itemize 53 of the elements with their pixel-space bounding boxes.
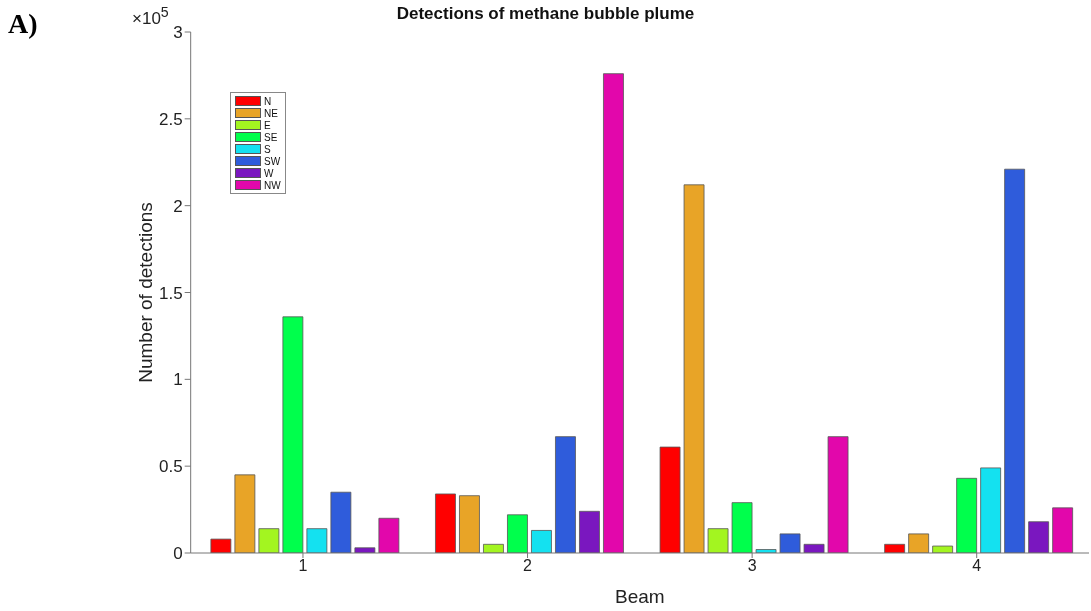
- y-tick-label: 3: [173, 23, 183, 43]
- bar: [531, 530, 552, 553]
- legend-label: N: [264, 95, 272, 107]
- bar: [1004, 168, 1026, 553]
- legend-label: W: [264, 167, 274, 179]
- bar: [306, 528, 328, 553]
- y-tick-label: 1: [173, 370, 183, 390]
- bar: [555, 436, 576, 553]
- bar: [507, 514, 528, 553]
- bar: [932, 545, 954, 553]
- x-axis-title: Beam: [615, 586, 665, 607]
- legend-label: SE: [264, 131, 278, 143]
- bar: [779, 533, 801, 553]
- bar: [354, 547, 376, 553]
- legend-label: S: [264, 143, 271, 155]
- bar: [378, 517, 400, 553]
- bar: [803, 543, 825, 553]
- text: ×10$^{5}$: [132, 4, 169, 29]
- bar: [603, 73, 624, 553]
- bar: [707, 528, 729, 553]
- bar: [1052, 507, 1074, 553]
- x-tick-label: 4: [972, 557, 982, 575]
- x-tick-label: 2: [523, 557, 533, 575]
- bar: [827, 436, 849, 553]
- bar: [330, 491, 352, 553]
- x-tick-label: 1: [298, 557, 308, 575]
- y-tick-label: 1.5: [159, 283, 183, 303]
- bar: [435, 493, 456, 553]
- bar: [659, 446, 681, 553]
- bar: [980, 467, 1002, 553]
- y-tick-label: 0.5: [159, 457, 183, 477]
- bar: [282, 316, 304, 553]
- bar: [234, 474, 256, 553]
- text: A): [8, 8, 38, 40]
- bar: [1028, 521, 1050, 553]
- bar: [258, 528, 280, 553]
- legend-label: NW: [264, 179, 281, 191]
- bar: [579, 510, 600, 553]
- bar: [459, 495, 480, 553]
- legend-label: NE: [264, 107, 278, 119]
- bar: [683, 184, 705, 553]
- bar: [731, 502, 753, 553]
- y-tick-label: 2.5: [159, 109, 183, 129]
- y-tick-label: 2: [173, 196, 183, 216]
- bar: [908, 533, 930, 553]
- x-tick-label: 3: [747, 557, 757, 575]
- bar: [956, 477, 978, 553]
- legend-label: E: [264, 119, 271, 131]
- legend-label: SW: [264, 155, 281, 167]
- bar: [210, 538, 232, 553]
- chart-title: Detections of methane bubble plume: [396, 4, 695, 23]
- y-tick-label: 0: [173, 544, 183, 564]
- y-axis-title: Number of detections: [135, 202, 157, 383]
